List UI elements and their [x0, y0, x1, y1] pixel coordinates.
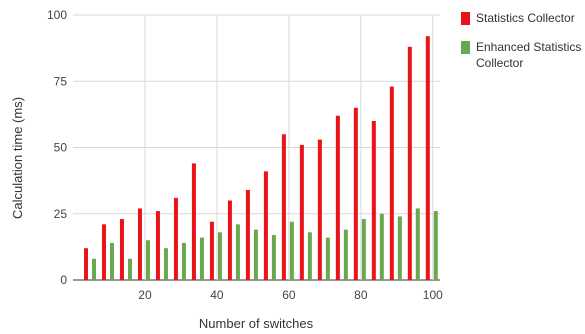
bar-statistics-collector	[227, 200, 232, 280]
legend-label: Enhanced Statistics	[476, 40, 581, 54]
bar-statistics-collector	[389, 86, 394, 280]
bar-statistics-collector	[119, 219, 124, 280]
bar-statistics-collector	[209, 221, 214, 280]
y-tick-label: 75	[54, 74, 68, 88]
x-tick-label: 40	[210, 288, 224, 302]
y-tick-label: 100	[47, 8, 67, 22]
bar-enhanced-statistics-collector	[271, 234, 276, 280]
y-tick-label: 0	[60, 273, 67, 287]
axes: 0 25 50 75 100 20 40 60 80 100	[47, 8, 443, 302]
x-tick-label: 80	[354, 288, 368, 302]
x-tick-label: 100	[423, 288, 443, 302]
legend: Statistics Collector Enhanced Statistics C…	[461, 11, 581, 70]
bar-statistics-collector	[101, 224, 106, 280]
bar-enhanced-statistics-collector	[343, 229, 348, 280]
bar-enhanced-statistics-collector	[145, 240, 150, 280]
bar-statistics-collector	[137, 208, 142, 280]
bar-statistics-collector	[245, 189, 250, 280]
bar-enhanced-statistics-collector	[325, 237, 330, 280]
bar-statistics-collector	[191, 163, 196, 280]
bar-enhanced-statistics-collector	[433, 211, 438, 280]
bar-statistics-collector	[407, 46, 412, 280]
legend-label: Collector	[476, 56, 523, 70]
bar-enhanced-statistics-collector	[109, 242, 114, 280]
bar-statistics-collector	[299, 144, 304, 280]
bar-enhanced-statistics-collector	[127, 258, 132, 280]
legend-label: Statistics Collector	[476, 11, 575, 25]
bar-statistics-collector	[155, 211, 160, 280]
legend-swatch	[461, 41, 470, 54]
bar-enhanced-statistics-collector	[397, 216, 402, 280]
gridlines	[73, 14, 440, 281]
legend-swatch	[461, 12, 470, 25]
bar-statistics-collector	[425, 36, 430, 281]
bar-enhanced-statistics-collector	[253, 229, 258, 280]
x-tick-label: 60	[282, 288, 296, 302]
bar-statistics-collector	[353, 107, 358, 280]
bar-statistics-collector	[281, 134, 286, 280]
bar-enhanced-statistics-collector	[289, 221, 294, 280]
y-tick-label: 25	[54, 207, 68, 221]
x-tick-label: 20	[138, 288, 152, 302]
bar-enhanced-statistics-collector	[163, 248, 168, 280]
bar-enhanced-statistics-collector	[415, 208, 420, 280]
bar-statistics-collector	[263, 171, 268, 280]
y-axis-title: Calculation time (ms)	[10, 97, 25, 219]
bar-enhanced-statistics-collector	[361, 219, 366, 280]
bar-enhanced-statistics-collector	[181, 242, 186, 280]
x-axis-title: Number of switches	[199, 316, 314, 331]
bar-enhanced-statistics-collector	[217, 232, 222, 280]
bar-enhanced-statistics-collector	[379, 213, 384, 280]
bar-statistics-collector	[371, 121, 376, 280]
bar-enhanced-statistics-collector	[235, 224, 240, 280]
bar-statistics-collector	[317, 139, 322, 280]
bars	[83, 36, 438, 281]
bar-enhanced-statistics-collector	[91, 258, 96, 280]
y-tick-label: 50	[54, 141, 68, 155]
bar-statistics-collector	[83, 248, 88, 280]
bar-enhanced-statistics-collector	[199, 237, 204, 280]
bar-enhanced-statistics-collector	[307, 232, 312, 280]
bar-statistics-collector	[335, 115, 340, 280]
bar-statistics-collector	[173, 197, 178, 280]
